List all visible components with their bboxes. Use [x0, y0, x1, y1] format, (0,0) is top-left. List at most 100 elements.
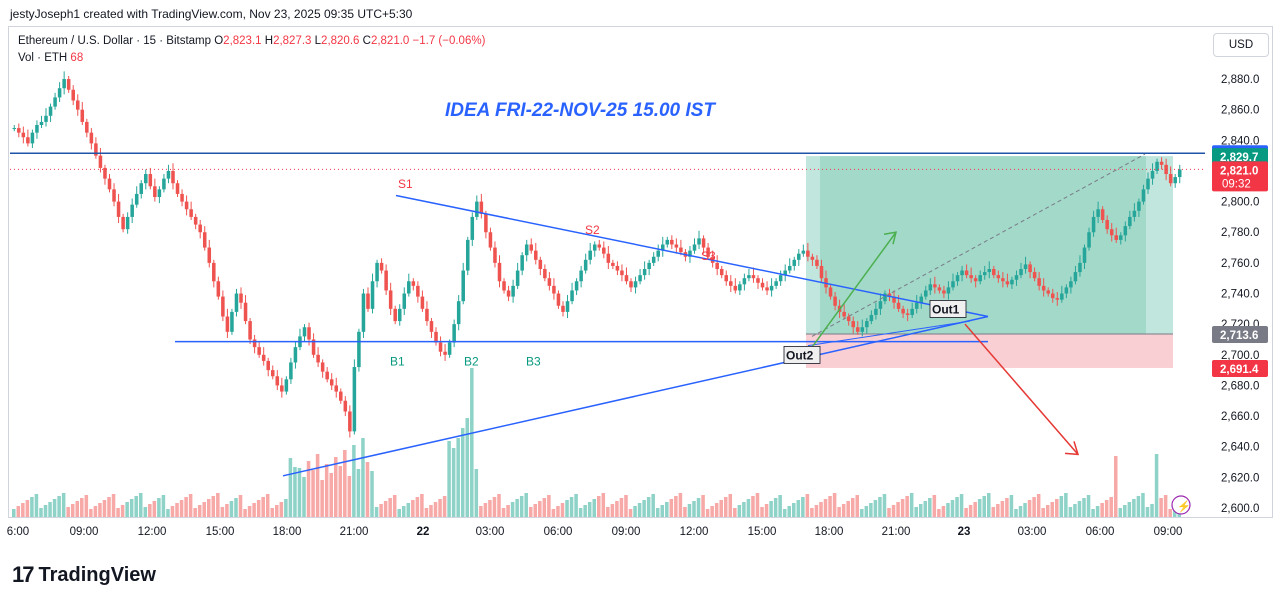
price-chart[interactable]: S1 S2 S3 B1 B2 B3 Out1 Out2 IDEA FRI-22-NOV-25 1… [0, 0, 1281, 545]
candle-body [1096, 209, 1100, 217]
candle-body [747, 275, 751, 279]
volume-bar [93, 506, 98, 517]
volume-bar [483, 503, 488, 517]
candle-body [125, 216, 130, 230]
volume-bar [207, 499, 211, 517]
volume-bar [392, 495, 397, 517]
volume-bar [1064, 493, 1068, 517]
candle-body [425, 308, 429, 322]
volume-bar [651, 494, 655, 517]
candle-body [1146, 178, 1150, 190]
candle-body [1155, 161, 1159, 171]
currency-button[interactable]: USD [1213, 33, 1269, 57]
volume-bar [928, 498, 932, 517]
high-label: H [264, 35, 274, 47]
volume-bar [48, 502, 52, 517]
volume-bar [84, 495, 89, 517]
low-label: L [314, 35, 322, 47]
candle-body [565, 301, 570, 312]
price-label-bg [1212, 325, 1268, 343]
tradingview-brand: 17 TradingView [12, 562, 156, 588]
volume-bar [714, 503, 719, 517]
volume-bar [275, 505, 279, 517]
volume-bar [914, 507, 918, 517]
candle-body [910, 308, 914, 315]
volume-bar [175, 503, 179, 517]
candle-body [1128, 216, 1132, 227]
volume-bar [896, 502, 900, 517]
candle-body [1177, 169, 1182, 178]
volume-bar [987, 493, 991, 517]
volume-bar [646, 497, 651, 517]
candle-body [806, 250, 810, 257]
volume-bar [166, 509, 170, 517]
volume-bar [624, 495, 628, 517]
candle-body [497, 262, 502, 282]
volume-bar [1132, 499, 1136, 517]
volume-bar [869, 503, 873, 517]
volume-bar [773, 498, 778, 517]
close-value: 2,821.0 [370, 35, 410, 47]
volume-bar [129, 499, 134, 517]
candle-body [964, 270, 969, 276]
volume-bar [878, 497, 882, 517]
symbol-legend[interactable]: Ethereum / U.S. Dollar · 15 · Bitstamp O… [18, 35, 485, 47]
annotation-box [929, 300, 967, 318]
volume-bar [193, 508, 197, 517]
volume-bar [597, 496, 601, 517]
candle-body [116, 201, 121, 217]
price-label-bg [1212, 161, 1268, 192]
volume-bar [120, 505, 125, 517]
candle-body [193, 216, 198, 225]
candle-body [887, 293, 892, 297]
candle-body [1005, 281, 1010, 285]
y-tick-label: 2,700.0 [1221, 350, 1259, 362]
volume-bar [252, 503, 256, 517]
candle-body [633, 281, 638, 288]
volume-bar [900, 499, 905, 517]
volume-bar [1014, 509, 1018, 517]
volume-bar [474, 469, 479, 517]
x-tick-label: 06:00 [544, 526, 573, 538]
x-tick-label: 06:00 [1086, 526, 1115, 538]
volume-bar [769, 501, 773, 517]
open-label: O [214, 35, 224, 47]
volume-bar [184, 497, 188, 517]
volume-bar [737, 505, 742, 517]
candle-body [375, 262, 379, 282]
candle-body [320, 362, 325, 372]
candle-body [896, 302, 901, 309]
candle-body [924, 290, 928, 297]
candle-body [534, 250, 538, 260]
candle-body [960, 270, 964, 276]
candle-body [1105, 219, 1109, 230]
volume-bar [1118, 508, 1123, 517]
candle-body [302, 327, 307, 337]
candle-body [130, 204, 134, 217]
candle-body [511, 285, 515, 297]
volume-bar [479, 506, 483, 517]
volume-bar [882, 494, 887, 517]
candle-body [543, 269, 547, 279]
candle-body [112, 189, 116, 202]
volume-bar [447, 441, 451, 517]
price-label-countdown: 09:32 [1222, 178, 1251, 190]
volume-bar [1005, 498, 1009, 517]
volume-legend[interactable]: Vol · ETH 68 [18, 52, 83, 64]
candle-body [85, 121, 89, 133]
candle-body [252, 339, 257, 348]
candle-body [1123, 226, 1128, 236]
volume-bar [98, 503, 102, 517]
volume-bar [320, 480, 324, 517]
candle-body [842, 311, 846, 317]
candle-body [783, 270, 787, 276]
candle-body [1132, 210, 1137, 217]
volume-bar [125, 502, 129, 517]
candle-body [465, 239, 470, 271]
candle-body [370, 281, 375, 309]
projection-line [811, 153, 1146, 337]
volume-bar [356, 469, 361, 517]
candle-body [438, 342, 443, 352]
volume-bar [991, 507, 996, 517]
volume-bar [1045, 505, 1050, 517]
